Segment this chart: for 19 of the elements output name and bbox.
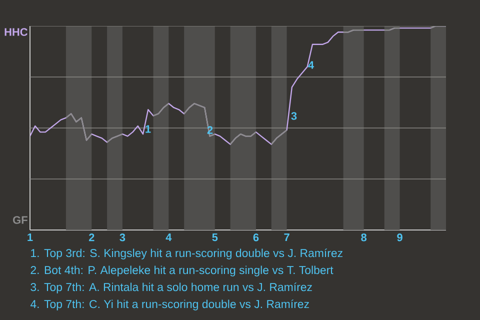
x-tick-label: 3 bbox=[120, 234, 126, 242]
x-tick-label: 1 bbox=[28, 234, 33, 242]
x-tick-label: 4 bbox=[166, 234, 172, 242]
text: 2. Bot 4th: P. Alepeleke hit a run-scoring single vs T. Tolbert bbox=[30, 266, 334, 276]
x-tick-label: 6 bbox=[253, 234, 259, 242]
text: 4. Top 7th: C. Yi hit a run-scoring double vs J. Ramírez bbox=[30, 300, 309, 310]
x-tick-label: 8 bbox=[361, 234, 367, 242]
annotation: 1 bbox=[146, 125, 151, 133]
x-tick-label: 7 bbox=[284, 234, 290, 242]
x-tick-label: 9 bbox=[397, 234, 402, 242]
text: 1. Top 3rd: S. Kingsley hit a run-scoring double vs J. Ramírez bbox=[31, 248, 342, 260]
annotation: 3 bbox=[291, 112, 297, 120]
x-tick-label: 2 bbox=[88, 234, 94, 242]
text: 3. Top 7th: A. Rintala hit a solo home run vs J. Ramírez bbox=[30, 282, 312, 294]
text: HHC bbox=[4, 28, 28, 36]
text: GF bbox=[13, 216, 28, 224]
x-tick-label: 5 bbox=[212, 234, 218, 242]
annotation: 4 bbox=[308, 61, 314, 69]
annotation: 2 bbox=[207, 126, 213, 134]
